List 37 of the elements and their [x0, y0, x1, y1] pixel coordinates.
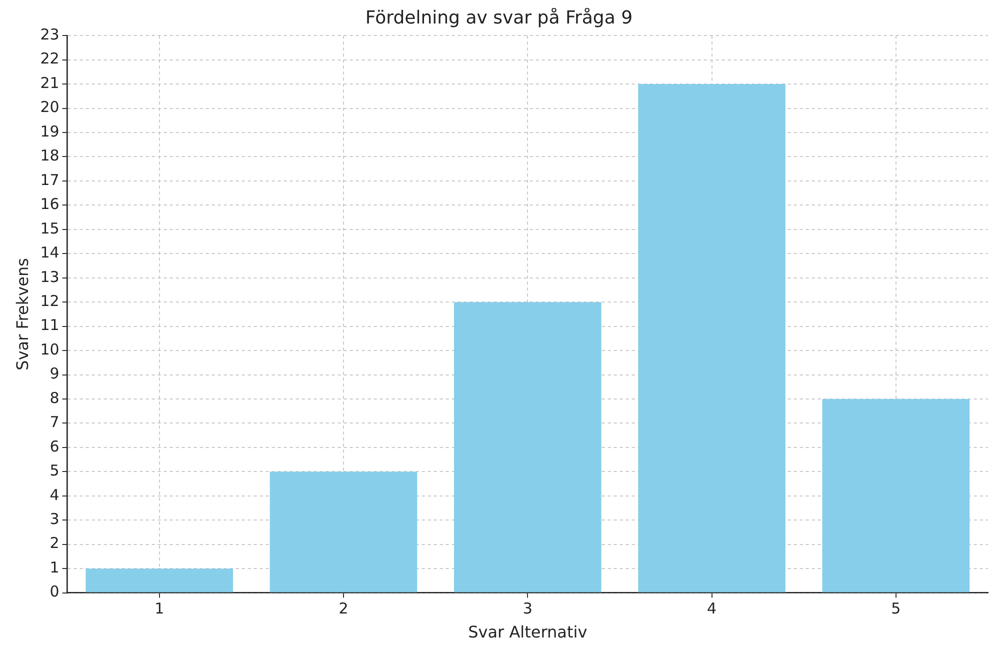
- y-tick-label: 10: [40, 340, 60, 358]
- y-tick-label: 21: [40, 74, 60, 92]
- y-tick-label: 15: [40, 219, 60, 238]
- chart-title: Fördelning av svar på Fråga 9: [365, 7, 633, 28]
- y-tick-label: 18: [40, 146, 60, 165]
- x-axis-title: Svar Alternativ: [468, 622, 588, 642]
- y-tick-label: 14: [40, 244, 60, 262]
- x-tick-label: 2: [338, 600, 348, 618]
- y-tick-label: 16: [40, 195, 60, 214]
- y-axis-title: Svar Frekvens: [12, 258, 32, 370]
- y-tick-label: 9: [50, 364, 60, 383]
- y-tick-label: 11: [40, 316, 60, 334]
- y-tick-label: 5: [50, 462, 60, 480]
- x-tick-label: 1: [154, 600, 164, 618]
- x-tick-label: 4: [707, 600, 717, 618]
- x-tick-label: 3: [522, 600, 532, 618]
- y-tick-label: 2: [50, 534, 60, 552]
- y-tick-label: 6: [50, 437, 60, 456]
- y-tick-label: 17: [40, 170, 60, 189]
- bar: [822, 398, 970, 592]
- y-tick-label: 3: [50, 510, 60, 528]
- y-tick-label: 12: [40, 292, 60, 310]
- y-tick-label: 23: [40, 25, 60, 44]
- y-tick-label: 7: [50, 413, 60, 432]
- y-tick-label: 8: [50, 388, 60, 407]
- y-tick-label: 20: [40, 98, 60, 116]
- bar: [638, 84, 786, 592]
- bar: [454, 302, 602, 592]
- y-tick-label: 13: [40, 268, 60, 286]
- y-tick-label: 4: [50, 486, 60, 504]
- bar: [270, 472, 418, 592]
- y-tick-label: 19: [40, 122, 60, 140]
- x-tick-label: 5: [891, 600, 901, 618]
- y-tick-label: 1: [50, 558, 60, 576]
- bar: [86, 568, 234, 592]
- y-tick-label: 0: [50, 582, 60, 601]
- y-tick-label: 22: [40, 50, 60, 68]
